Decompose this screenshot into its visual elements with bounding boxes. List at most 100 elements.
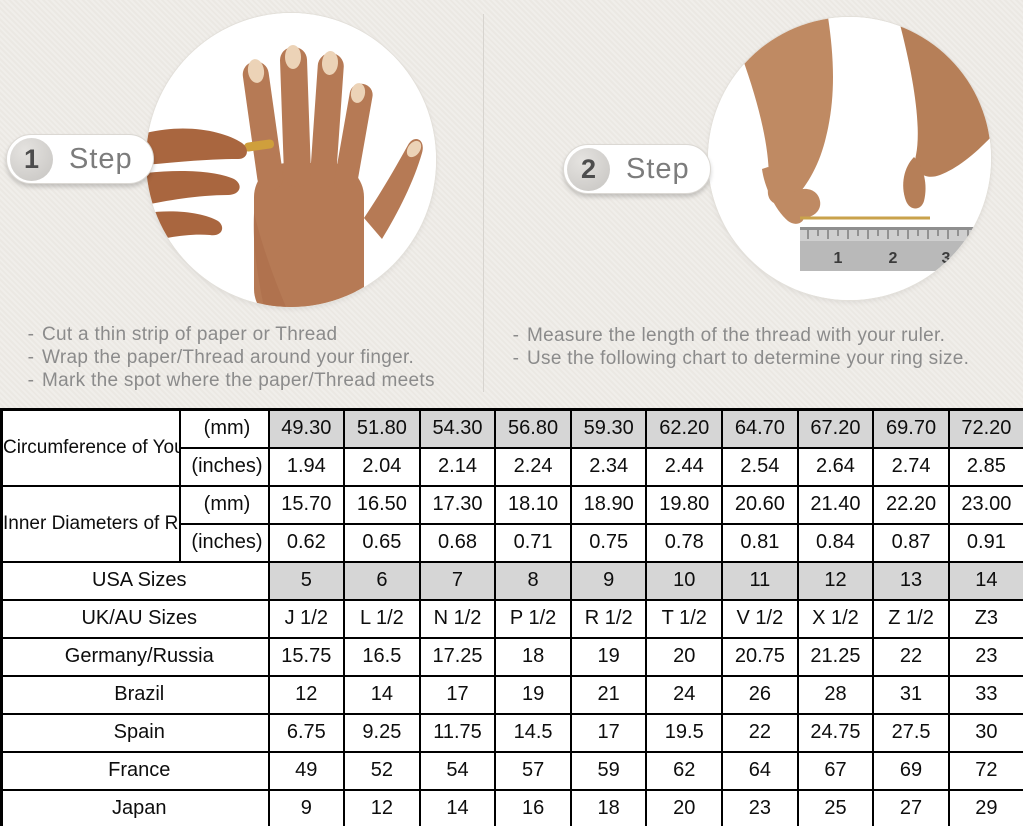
size-system-label: Brazil <box>0 674 270 715</box>
size-value-cell: 12 <box>343 788 421 826</box>
size-value-cell: 9 <box>569 560 648 601</box>
measure-value-cell: 2.04 <box>343 446 421 487</box>
bullet-dash: - <box>512 348 520 369</box>
measure-value-cell: 54.30 <box>418 408 497 449</box>
measure-value-cell: 72.20 <box>947 408 1023 449</box>
table-row: (inches) 1.94 2.04 2.14 2.24 2.34 2.44 2.54 2.64… <box>2 446 1023 487</box>
ring-size-table-body: Circumference of Your Finger(mm)49.3051.… <box>0 408 1023 826</box>
measure-value-cell: 23.00 <box>947 484 1023 525</box>
size-value-cell: 69 <box>872 750 950 791</box>
instruction-text: Cut a thin strip of paper or Thread <box>42 324 338 345</box>
size-value-cell: 27.5 <box>872 712 950 753</box>
size-value-cell: N 1/2 <box>418 598 497 639</box>
measure-value-cell: 69.70 <box>872 408 950 449</box>
size-value-cell: Z 1/2 <box>872 598 950 639</box>
size-value-cell: 29 <box>947 788 1023 826</box>
measure-value-cell: 0.87 <box>872 522 950 563</box>
size-value-cell: 12 <box>796 560 875 601</box>
bullet-dash: - <box>512 325 520 346</box>
hand-with-ring-illustration <box>146 13 436 307</box>
measure-value-cell: 22.20 <box>872 484 950 525</box>
table-row: Circumference of Your Finger(mm)49.3051.… <box>0 408 1023 487</box>
size-value-cell: 21 <box>569 674 648 715</box>
size-value-cell: 67 <box>796 750 875 791</box>
size-value-cell: 64 <box>721 750 799 791</box>
size-value-cell: 24 <box>645 674 724 715</box>
measure-value-cell: 0.62 <box>267 522 346 563</box>
size-value-cell: 31 <box>872 674 950 715</box>
measure-value-cell: 62.20 <box>645 408 724 449</box>
size-value-cell: 72 <box>947 750 1023 791</box>
measure-value-cell: 21.40 <box>796 484 875 525</box>
size-value-cell: 13 <box>872 560 950 601</box>
size-value-cell: 7 <box>418 560 497 601</box>
instruction-line: - Measure the length of the thread with y… <box>505 324 969 347</box>
measure-value-cell: 0.68 <box>418 522 497 563</box>
size-value-cell: 54 <box>418 750 497 791</box>
step-1-photo <box>146 13 436 307</box>
unit-label: (mm) <box>178 484 270 525</box>
size-value-cell: 57 <box>494 750 572 791</box>
table-row: USA Sizes 5 6 7 8 9 10 11 12 13 14 <box>0 560 1023 601</box>
measure-value-cell: 2.54 <box>721 446 799 487</box>
measure-value-cell: 51.80 <box>343 408 421 449</box>
size-value-cell: 22 <box>721 712 799 753</box>
step-1-instructions: - Cut a thin strip of paper or Thread - Wra… <box>20 323 435 392</box>
instruction-text: Measure the length of the thread with yo… <box>527 325 946 346</box>
size-value-cell: 5 <box>267 560 346 601</box>
measure-value-cell: 18.10 <box>494 484 572 525</box>
measure-value-cell: 0.71 <box>494 522 572 563</box>
measure-value-cell: 1.94 <box>267 446 346 487</box>
measure-value-cell: 16.50 <box>343 484 421 525</box>
size-value-cell: 16 <box>494 788 572 826</box>
step-1-label: Step <box>69 142 133 175</box>
measure-value-cell: 0.91 <box>947 522 1023 563</box>
table-row: Germany/Russia 15.75 16.5 17.25 18 19 20 20.75 2… <box>0 636 1023 677</box>
unit-label: (mm) <box>178 408 270 449</box>
size-system-label: UK/AU Sizes <box>0 598 270 639</box>
ruler-number-1: 1 <box>834 250 843 267</box>
measure-value-cell: 2.64 <box>796 446 875 487</box>
bullet-dash: - <box>27 324 35 345</box>
size-value-cell: X 1/2 <box>796 598 875 639</box>
size-value-cell: 17.25 <box>418 636 497 677</box>
size-system-label: Germany/Russia <box>0 636 270 677</box>
measure-value-cell: 18.90 <box>569 484 648 525</box>
size-value-cell: 30 <box>947 712 1023 753</box>
measure-value-cell: 2.85 <box>947 446 1023 487</box>
size-value-cell: 14 <box>418 788 497 826</box>
size-value-cell: 8 <box>494 560 572 601</box>
size-value-cell: 16.5 <box>343 636 421 677</box>
step-2-badge: 2 Step <box>563 144 711 194</box>
measure-value-cell: 0.65 <box>343 522 421 563</box>
measure-value-cell: 2.14 <box>418 446 497 487</box>
step-2-instructions: - Measure the length of the thread with y… <box>505 324 969 370</box>
size-system-label: France <box>0 750 270 791</box>
instruction-text: Use the following chart to determine you… <box>527 348 970 369</box>
measure-value-cell: 20.60 <box>721 484 799 525</box>
instruction-line: - Mark the spot where the paper/Thread me… <box>20 369 435 392</box>
size-value-cell: 18 <box>569 788 648 826</box>
measure-group-label: Circumference of Your Finger <box>0 408 181 487</box>
step-2-number: 2 <box>567 147 610 191</box>
size-value-cell: 14 <box>343 674 421 715</box>
measure-value-cell: 59.30 <box>569 408 648 449</box>
ruler-number-3: 3 <box>942 250 951 267</box>
size-value-cell: 20 <box>645 788 724 826</box>
size-value-cell: 52 <box>343 750 421 791</box>
measure-value-cell: 2.24 <box>494 446 572 487</box>
measure-value-cell: 17.30 <box>418 484 497 525</box>
size-value-cell: 19.5 <box>645 712 724 753</box>
size-value-cell: 17 <box>418 674 497 715</box>
size-value-cell: P 1/2 <box>494 598 572 639</box>
table-row: France 49 52 54 57 59 62 64 67 69 72 <box>0 750 1023 791</box>
size-value-cell: 18 <box>494 636 572 677</box>
size-value-cell: 23 <box>721 788 799 826</box>
size-system-label: Spain <box>0 712 270 753</box>
section-divider <box>483 14 484 392</box>
measure-value-cell: 56.80 <box>494 408 572 449</box>
size-value-cell: 11 <box>721 560 799 601</box>
size-value-cell: 6 <box>343 560 421 601</box>
size-value-cell: 62 <box>645 750 724 791</box>
